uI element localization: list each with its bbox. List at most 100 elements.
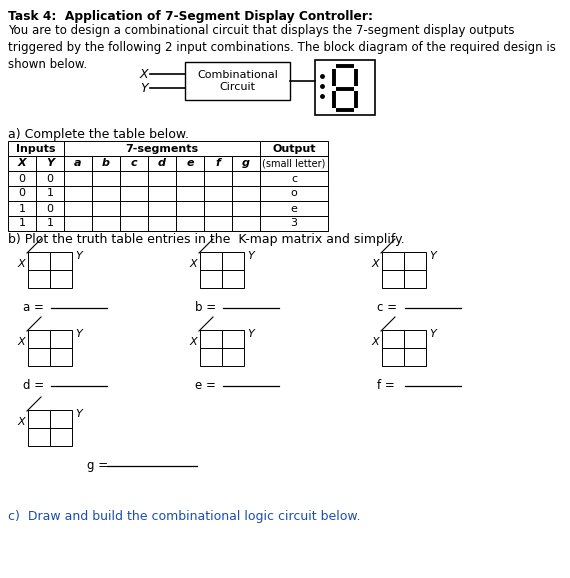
Text: Combinational
Circuit: Combinational Circuit — [197, 70, 278, 92]
Bar — [120, 156, 148, 171]
Bar — [204, 216, 232, 231]
Text: f: f — [215, 158, 221, 169]
Bar — [64, 156, 92, 171]
Bar — [222, 348, 244, 366]
Text: 0: 0 — [18, 188, 26, 198]
Bar — [260, 216, 328, 231]
Text: d: d — [158, 158, 166, 169]
Text: c)  Draw and build the combinational logic circuit below.: c) Draw and build the combinational logi… — [8, 510, 360, 523]
Bar — [232, 201, 260, 216]
Bar — [36, 186, 64, 201]
Bar — [92, 216, 120, 231]
Text: o: o — [291, 188, 298, 198]
Bar — [36, 216, 64, 231]
Text: 7-segments: 7-segments — [125, 143, 198, 154]
Bar — [404, 348, 426, 366]
Bar — [8, 141, 64, 156]
Text: b) Plot the truth table entries in the  K-map matrix and simplify.: b) Plot the truth table entries in the K… — [8, 233, 405, 246]
Bar — [28, 270, 50, 288]
Bar — [404, 330, 426, 348]
Text: 1: 1 — [47, 218, 54, 228]
Text: X: X — [17, 259, 25, 269]
Bar — [8, 156, 36, 171]
Text: Y: Y — [429, 329, 435, 339]
Bar — [36, 171, 64, 186]
Bar — [200, 270, 222, 288]
Bar — [260, 141, 328, 156]
Bar — [64, 171, 92, 186]
Text: Y: Y — [75, 329, 82, 339]
Text: Y: Y — [247, 329, 254, 339]
Bar — [382, 270, 404, 288]
Text: c =: c = — [377, 301, 397, 314]
Bar — [204, 186, 232, 201]
Text: Inputs: Inputs — [17, 143, 56, 154]
Bar — [176, 201, 204, 216]
Bar — [8, 171, 36, 186]
Bar — [382, 348, 404, 366]
Bar — [148, 216, 176, 231]
Bar — [176, 171, 204, 186]
Bar — [232, 216, 260, 231]
Bar — [404, 252, 426, 270]
Bar — [148, 201, 176, 216]
Text: You are to design a combinational circuit that displays the 7-segment display ou: You are to design a combinational circui… — [8, 24, 556, 71]
Bar — [260, 171, 328, 186]
Bar — [28, 410, 50, 428]
Text: Task 4:  Application of 7-Segment Display Controller:: Task 4: Application of 7-Segment Display… — [8, 10, 373, 23]
Text: X: X — [189, 337, 197, 347]
Bar — [204, 171, 232, 186]
Text: 1: 1 — [18, 203, 26, 213]
Text: a =: a = — [23, 301, 44, 314]
Bar — [176, 186, 204, 201]
Bar — [28, 330, 50, 348]
Bar — [28, 428, 50, 446]
Text: 0: 0 — [18, 173, 26, 183]
Bar — [64, 201, 92, 216]
Text: e: e — [186, 158, 194, 169]
Bar — [92, 171, 120, 186]
Text: e: e — [291, 203, 298, 213]
Bar — [50, 410, 72, 428]
Bar — [260, 201, 328, 216]
Bar — [28, 252, 50, 270]
Bar — [64, 141, 260, 156]
Text: f =: f = — [377, 379, 395, 392]
Bar — [36, 201, 64, 216]
Bar — [200, 348, 222, 366]
Bar — [120, 216, 148, 231]
Text: 1: 1 — [47, 188, 54, 198]
Bar — [120, 201, 148, 216]
Bar — [28, 348, 50, 366]
Bar — [185, 62, 290, 100]
Bar — [204, 156, 232, 171]
Text: e =: e = — [195, 379, 216, 392]
Bar — [36, 156, 64, 171]
Text: Y: Y — [75, 251, 82, 261]
Bar — [200, 252, 222, 270]
Bar — [50, 330, 72, 348]
Bar — [50, 348, 72, 366]
Bar — [50, 428, 72, 446]
Text: X: X — [189, 259, 197, 269]
Bar — [200, 330, 222, 348]
Text: a: a — [74, 158, 82, 169]
Bar — [232, 186, 260, 201]
Bar — [222, 270, 244, 288]
Bar — [232, 171, 260, 186]
Bar — [260, 156, 328, 171]
Text: c: c — [131, 158, 137, 169]
Bar — [92, 186, 120, 201]
Bar — [260, 186, 328, 201]
Text: X: X — [17, 417, 25, 427]
Text: X: X — [140, 68, 148, 80]
Bar — [8, 186, 36, 201]
Text: g =: g = — [87, 459, 108, 472]
Bar — [404, 270, 426, 288]
Bar — [92, 201, 120, 216]
Text: d =: d = — [23, 379, 44, 392]
Bar — [382, 330, 404, 348]
Text: Y: Y — [46, 158, 54, 169]
Text: X: X — [17, 337, 25, 347]
Text: Output: Output — [272, 143, 316, 154]
